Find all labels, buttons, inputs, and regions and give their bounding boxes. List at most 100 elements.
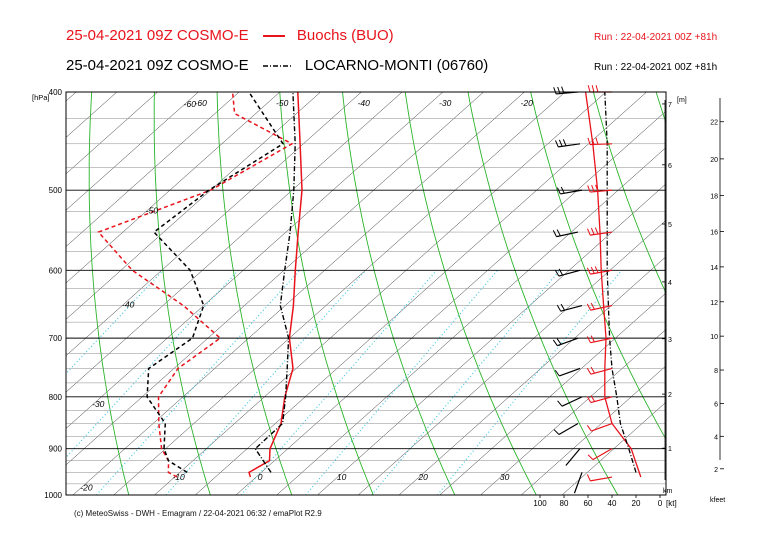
wind-barb	[565, 448, 581, 466]
isotherm-line	[66, 92, 362, 357]
dry-adiabat-line	[153, 92, 211, 495]
wind-barb-flag	[586, 367, 592, 375]
kfeet-axis-label: kfeet	[710, 497, 725, 504]
wind-barb-flag	[587, 228, 591, 236]
title-locarno: 25-04-2021 09Z COSMO-E LOCARNO-MONTI (06…	[66, 57, 488, 74]
mixing-ratio-line	[165, 269, 367, 495]
dry-adiabat-line	[719, 92, 766, 495]
isotherm-line	[0, 92, 35, 495]
run-info-black: Run : 22-04-2021 00Z +81h	[594, 62, 718, 73]
isotherm-line	[66, 92, 281, 284]
isotherm-line	[521, 365, 666, 495]
dry-adiabat-line	[22, 92, 48, 495]
km-axis-label: [m]	[677, 97, 687, 104]
isotherm-value-label: -20	[80, 482, 93, 492]
wind-barb-flag	[591, 184, 595, 192]
wind-barb-flag	[552, 230, 557, 237]
temperature-tick-label: -10	[172, 472, 185, 482]
wind-barb-flag	[558, 139, 563, 147]
km-tick-label: 5	[668, 222, 672, 229]
temperature-tick-label: 0	[258, 472, 263, 482]
run-info-red: Run : 22-04-2021 00Z +81h	[594, 32, 718, 43]
isotherm-line	[317, 183, 666, 495]
isotherm-line	[480, 329, 666, 495]
isotherm-line	[66, 92, 240, 247]
wind-barb-flag	[586, 336, 591, 343]
wind-barb-flag	[555, 140, 559, 148]
km-tick-label: 4	[668, 280, 672, 287]
wind-barb-flag	[590, 302, 595, 310]
isotherm-value-label: -20	[521, 98, 534, 108]
isotherm-line	[66, 92, 321, 320]
pressure-axis-label: [hPa]	[32, 93, 50, 102]
wind-barb-flag	[553, 429, 560, 435]
wind-barb-flag	[556, 338, 562, 345]
kfeet-tick-label: 18	[710, 193, 718, 200]
plot-frame	[65, 91, 667, 496]
km-unit-label: km	[663, 488, 673, 495]
wind-barb-flag	[587, 137, 591, 145]
temperature-tick-label: 10	[337, 472, 347, 482]
wind-barb-flag	[590, 366, 596, 374]
isotherm-line	[66, 92, 484, 466]
legend-red-line-icon	[262, 35, 285, 38]
wind-barb-flag	[587, 454, 594, 461]
kfeet-tick-label: 14	[710, 265, 718, 272]
wind-barb-flag	[591, 85, 595, 93]
wind-barb-flag	[590, 266, 595, 274]
pressure-tick-label: 600	[49, 266, 63, 275]
wind-barb-flag	[553, 87, 557, 95]
wind-barb-flag	[552, 339, 558, 346]
title-black-text: 25-04-2021 09Z COSMO-E	[66, 57, 249, 74]
dry-adiabat-line	[530, 92, 666, 441]
isotherm-value-label: -40	[122, 300, 135, 310]
wind-kt-tick-label: 60	[584, 499, 593, 508]
wind-kt-tick-label: 40	[608, 499, 617, 508]
isotherm-line	[66, 92, 158, 175]
wind-barb-flag	[594, 266, 599, 273]
pressure-tick-label: 900	[49, 445, 63, 454]
pressure-tick-label: 400	[49, 88, 63, 97]
wind-kt-tick-label: 20	[632, 499, 641, 508]
kfeet-tick-label: 2	[714, 467, 718, 474]
wind-kt-tick-label: 80	[560, 499, 569, 508]
pressure-tick-label: 700	[49, 334, 63, 343]
isotherm-value-label: -50	[276, 98, 289, 108]
wind-axis-label: [kt]	[666, 499, 677, 508]
isotherm-value-label: -50	[146, 206, 159, 216]
temperature-tick-label: 30	[500, 472, 510, 482]
isotherm-line	[66, 92, 403, 393]
legend-black-dashdot-icon	[262, 65, 293, 67]
copyright-text: (c) MeteoSwiss - DWH - Emagram / 22-04-2…	[74, 509, 322, 518]
isotherm-line	[66, 92, 199, 211]
wind-barb	[590, 476, 613, 482]
isotherm-line	[66, 92, 118, 138]
kfeet-tick-label: 6	[714, 401, 718, 408]
isotherm-line	[66, 92, 77, 102]
wind-kt-tick-label: 0	[658, 499, 663, 508]
pressure-tick-label: 500	[49, 186, 63, 195]
wind-barb	[558, 423, 579, 436]
isotherm-line	[113, 92, 566, 495]
isotherm-line	[72, 92, 525, 495]
dry-adiabat-line	[216, 92, 293, 495]
wind-barb-flag	[591, 137, 595, 145]
kfeet-tick-label: 16	[710, 229, 718, 236]
kfeet-tick-label: 20	[710, 157, 718, 164]
dewpoint-profile-buochs	[97, 92, 294, 478]
kfeet-tick-label: 10	[710, 334, 718, 341]
wind-barb-flag	[587, 85, 591, 93]
wind-barb	[559, 367, 581, 377]
title-red-text: 25-04-2021 09Z COSMO-E	[66, 27, 249, 44]
legend-red-label: Buochs (BUO)	[296, 27, 394, 44]
wind-barb-flag	[556, 304, 562, 312]
km-tick-label: 7	[668, 102, 672, 109]
kfeet-tick-label: 4	[714, 434, 718, 441]
wind-barb-flag	[586, 303, 591, 311]
dry-adiabat-line	[404, 92, 537, 495]
isotherm-value-label: -60	[184, 99, 197, 109]
wind-barb-flag	[590, 335, 595, 343]
wind-barb-flag	[562, 139, 567, 146]
wind-barb-flag	[586, 396, 592, 403]
wind-barb	[592, 448, 613, 461]
